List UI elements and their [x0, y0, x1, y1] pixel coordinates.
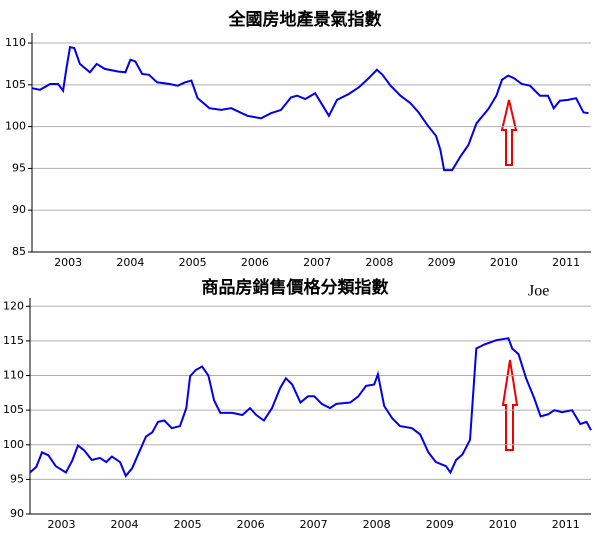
y-tick-label: 120 — [3, 299, 24, 312]
x-tick-label: 2005 — [174, 518, 202, 531]
y-tick-label: 90 — [12, 203, 26, 216]
y-tick-label: 85 — [12, 245, 26, 258]
y-tick-label: 105 — [5, 78, 26, 91]
y-tick-label: 95 — [12, 161, 26, 174]
x-tick-label: 2003 — [54, 256, 82, 269]
y-tick-label: 100 — [5, 120, 26, 133]
chart-title: 商品房銷售價格分類指數 — [202, 277, 389, 298]
x-tick-label: 2008 — [363, 518, 391, 531]
data-line — [31, 46, 589, 172]
y-tick-label: 110 — [5, 36, 26, 49]
y-tick-label: 90 — [10, 507, 24, 520]
x-tick-label: 2011 — [552, 256, 580, 269]
y-tick-label: 105 — [3, 403, 24, 416]
x-tick-label: 2008 — [365, 256, 393, 269]
x-tick-label: 2004 — [111, 518, 139, 531]
x-tick-label: 2010 — [489, 518, 517, 531]
x-tick-label: 2011 — [552, 518, 580, 531]
x-tick-label: 2003 — [48, 518, 76, 531]
x-tick-label: 2004 — [116, 256, 144, 269]
x-tick-label: 2007 — [303, 256, 331, 269]
y-tick-label: 110 — [3, 369, 24, 382]
chart-title: 全國房地產景氣指數 — [228, 9, 382, 30]
x-tick-label: 2007 — [300, 518, 328, 531]
x-tick-label: 2006 — [237, 518, 265, 531]
x-tick-label: 2010 — [490, 256, 518, 269]
data-line — [29, 337, 592, 478]
annotation: Joe — [528, 283, 549, 300]
x-tick-label: 2009 — [428, 256, 456, 269]
y-tick-label: 115 — [3, 334, 24, 347]
x-tick-label: 2009 — [426, 518, 454, 531]
x-tick-label: 2005 — [179, 256, 207, 269]
arrow — [501, 359, 519, 451]
y-tick-label: 100 — [3, 438, 24, 451]
y-tick-label: 95 — [10, 472, 24, 485]
arrow — [500, 99, 518, 166]
x-tick-label: 2006 — [241, 256, 269, 269]
